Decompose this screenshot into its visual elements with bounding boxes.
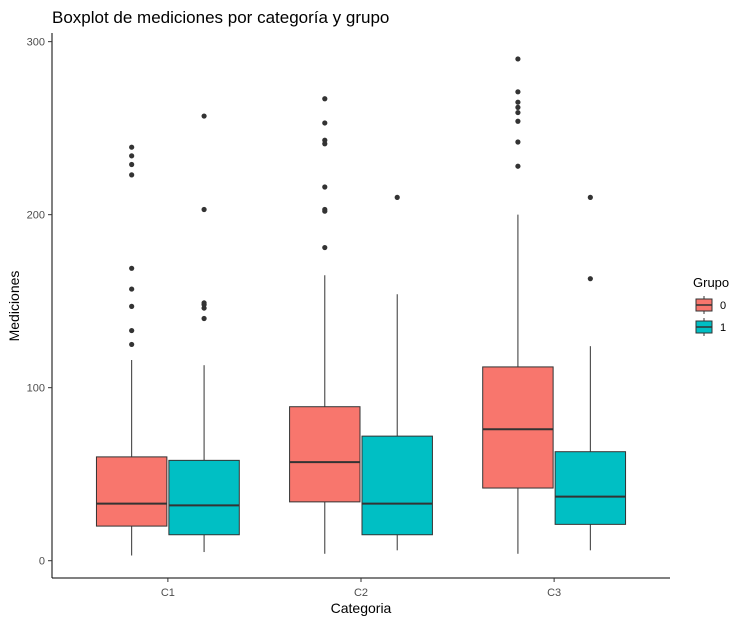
x-tick-label: C3	[547, 587, 561, 599]
outlier-point	[515, 104, 521, 110]
x-tick-label: C1	[161, 587, 175, 599]
box	[482, 366, 554, 489]
box	[168, 459, 240, 536]
outlier-point	[129, 286, 135, 292]
series-1	[168, 113, 627, 553]
outlier-point	[129, 144, 135, 150]
y-tick-label: 100	[27, 383, 45, 395]
outlier-point	[515, 118, 521, 124]
outlier-point	[129, 265, 135, 271]
x-axis-title: Categoria	[331, 600, 392, 616]
outlier-point	[129, 172, 135, 178]
outlier-point	[129, 153, 135, 159]
outlier-point	[129, 303, 135, 309]
outlier-point	[129, 327, 135, 334]
y-tick-label: 300	[27, 37, 45, 49]
y-tick-label: 0	[39, 556, 45, 568]
box	[289, 406, 361, 503]
box	[95, 456, 168, 527]
outlier-point	[201, 113, 207, 119]
plot-panel	[95, 56, 627, 556]
legend-title: Grupo	[693, 275, 729, 290]
outlier-point	[322, 120, 328, 126]
outlier-point	[201, 315, 207, 322]
chart-title: Boxplot de mediciones por categoría y gr…	[52, 8, 389, 27]
outlier-point	[515, 163, 521, 169]
outlier-point	[515, 56, 521, 62]
outlier-point	[201, 300, 207, 306]
legend-entry: 1	[695, 318, 726, 336]
outlier-point	[515, 99, 521, 105]
outlier-point	[515, 139, 521, 145]
x-ticks: C1 C2 C3	[161, 578, 561, 599]
series-0	[95, 56, 554, 556]
outlier-point	[322, 206, 328, 213]
legend-entry: 0	[695, 296, 726, 314]
legend: Grupo 0 1	[693, 275, 729, 336]
legend-label: 1	[720, 322, 726, 334]
outlier-point	[129, 341, 135, 348]
outlier-point	[515, 109, 521, 116]
outlier-point	[129, 161, 135, 168]
x-tick-label: C2	[354, 587, 368, 599]
box	[361, 435, 433, 536]
outlier-point	[322, 96, 328, 102]
outlier-point	[201, 206, 207, 213]
outlier-point	[322, 137, 328, 143]
outlier-point	[587, 276, 593, 282]
y-tick-label: 200	[27, 210, 45, 222]
y-ticks: 0 100 200 300	[27, 37, 52, 568]
outlier-point	[515, 89, 521, 95]
outlier-point	[322, 184, 328, 190]
outlier-point	[587, 194, 593, 200]
outlier-point	[322, 244, 328, 251]
y-axis-title: Mediciones	[6, 271, 22, 342]
outlier-point	[394, 194, 400, 200]
legend-label: 0	[720, 300, 726, 312]
box	[554, 451, 627, 525]
